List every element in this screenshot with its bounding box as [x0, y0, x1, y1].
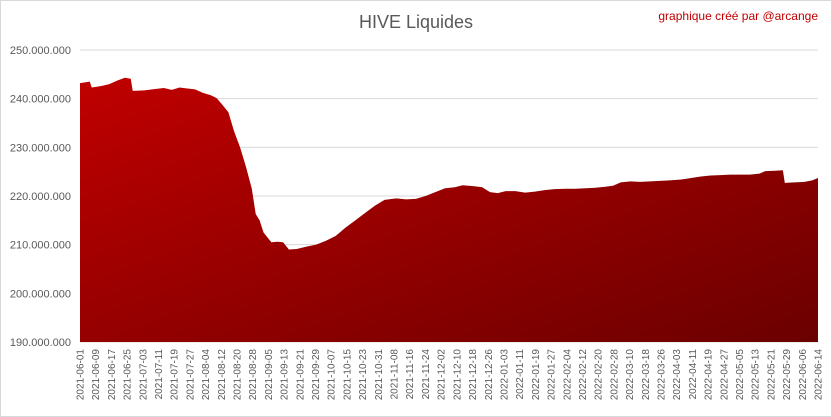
x-tick-label: 2022-04-03: [672, 349, 683, 401]
x-tick-label: 2021-12-10: [452, 349, 463, 401]
x-tick-label: 2021-07-03: [138, 349, 149, 401]
x-tick-label: 2021-10-15: [342, 349, 353, 401]
y-tick-label: 190.000.000: [10, 337, 71, 349]
y-tick-label: 250.000.000: [10, 45, 71, 57]
x-tick-label: 2021-08-04: [201, 349, 212, 401]
y-axis: 190.000.000 200.000.000 210.000.000 220.000…: [10, 45, 71, 349]
x-tick-label: 2022-05-21: [766, 349, 777, 401]
x-tick-label: 2022-02-28: [609, 349, 620, 401]
x-tick-label: 2022-03-10: [625, 349, 636, 401]
x-tick-label: 2021-07-27: [185, 349, 196, 401]
x-tick-label: 2022-02-12: [578, 349, 589, 401]
x-axis: 2021-06-01 2021-06-09 2021-06-17 2021-06-25…: [76, 349, 825, 401]
x-tick-label: 2021-10-07: [327, 349, 338, 401]
x-tick-label: 2021-08-28: [248, 349, 259, 401]
x-tick-label: 2022-02-20: [594, 349, 605, 401]
x-tick-label: 2021-06-17: [107, 349, 118, 401]
x-tick-label: 2022-01-11: [515, 349, 526, 400]
x-tick-label: 2022-04-19: [704, 349, 715, 401]
x-tick-label: 2021-12-02: [437, 349, 448, 401]
y-tick-label: 200.000.000: [10, 288, 71, 300]
y-tick-label: 240.000.000: [10, 94, 71, 106]
x-tick-label: 2021-07-19: [170, 349, 181, 401]
x-tick-label: 2022-01-19: [531, 349, 542, 401]
x-tick-label: 2021-10-23: [358, 349, 369, 401]
x-tick-label: 2022-04-11: [688, 349, 699, 400]
x-tick-label: 2022-03-18: [641, 349, 652, 401]
x-tick-label: 2021-11-24: [421, 349, 432, 400]
x-tick-label: 2022-05-29: [782, 349, 793, 401]
x-tick-label: 2021-08-12: [217, 349, 228, 401]
x-tick-label: 2021-11-08: [390, 349, 401, 400]
x-tick-label: 2022-06-06: [798, 349, 809, 401]
y-tick-label: 230.000.000: [10, 142, 71, 154]
x-tick-label: 2022-05-05: [735, 349, 746, 401]
x-tick-label: 2021-06-25: [123, 349, 134, 401]
x-tick-label: 2022-04-27: [719, 349, 730, 401]
x-tick-label: 2021-12-26: [484, 349, 495, 401]
x-tick-label: 2022-03-26: [656, 349, 667, 401]
x-tick-label: 2022-02-04: [562, 349, 573, 401]
x-tick-label: 2022-06-14: [814, 349, 825, 401]
x-tick-label: 2021-10-31: [374, 349, 385, 401]
x-tick-label: 2021-12-18: [468, 349, 479, 401]
x-tick-label: 2021-09-05: [264, 349, 275, 401]
x-tick-label: 2022-05-13: [751, 349, 762, 401]
x-tick-label: 2022-01-03: [499, 349, 510, 401]
x-tick-label: 2021-09-21: [295, 349, 306, 401]
x-tick-label: 2021-08-20: [233, 349, 244, 401]
x-tick-label: 2021-07-11: [154, 349, 165, 400]
area-series: [80, 77, 818, 343]
x-tick-label: 2021-11-16: [405, 349, 416, 400]
x-tick-label: 2021-09-29: [311, 349, 322, 401]
y-tick-label: 210.000.000: [10, 240, 71, 252]
chart-title: HIVE Liquides: [358, 12, 474, 32]
x-tick-label: 2021-06-01: [76, 349, 87, 401]
y-tick-label: 220.000.000: [10, 191, 71, 203]
x-tick-label: 2021-09-13: [280, 349, 291, 401]
chart-credit: graphique créé par @arcange: [658, 9, 818, 23]
x-tick-label: 2021-06-09: [91, 349, 102, 401]
x-tick-label: 2022-01-27: [547, 349, 558, 401]
